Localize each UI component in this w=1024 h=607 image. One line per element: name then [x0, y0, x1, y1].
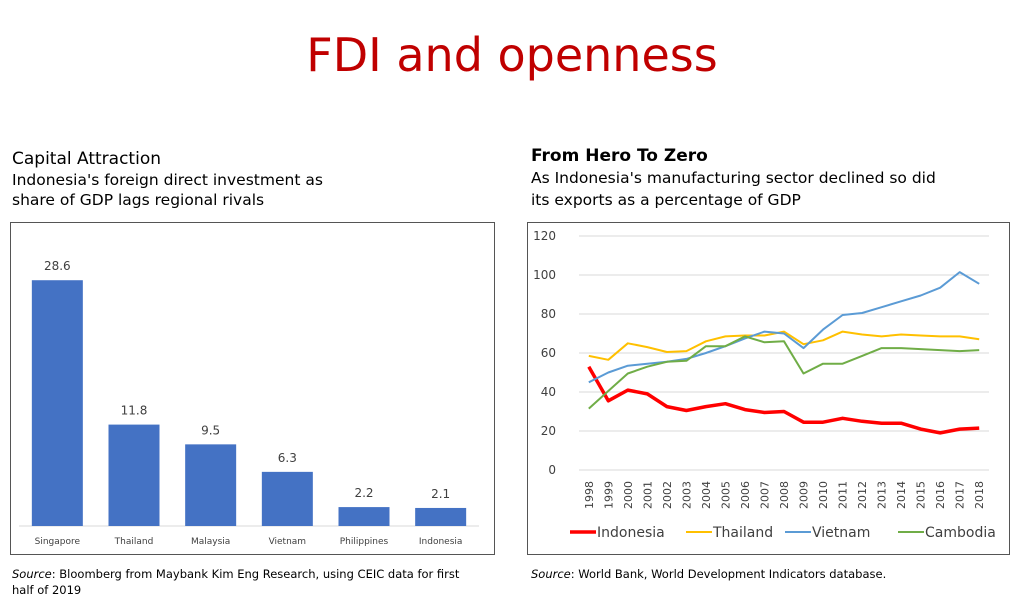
left-source-note: Source: Bloomberg from Maybank Kim Eng R…: [12, 566, 472, 598]
x-tick-label: 2012: [856, 481, 869, 509]
bar-data-label: 2.1: [431, 487, 450, 501]
bar-category-label: Malaysia: [191, 537, 230, 547]
bar-category-label: Indonesia: [419, 537, 463, 547]
x-tick-label: 2002: [661, 481, 674, 509]
bar-category-label: Thailand: [114, 537, 154, 547]
right-source-label: Source: [531, 567, 571, 581]
x-tick-label: 2011: [837, 481, 850, 509]
x-tick-label: 1998: [583, 481, 596, 509]
series-line-vietnam: [588, 271, 980, 384]
legend-label-cambodia: Cambodia: [925, 525, 996, 541]
x-tick-label: 2004: [700, 481, 713, 509]
y-tick-label: 120: [533, 229, 556, 243]
x-tick-label: 2009: [798, 481, 811, 509]
exports-line-chart: 0 20 40 60 80 100 120 1998 1999 2000 2001 2002 2003 2…: [533, 229, 996, 541]
y-tick-label: 100: [533, 268, 556, 282]
fdi-bar-chart: 28.6 Singapore 11.8 Thailand 9.5 Malaysia 6.3 V…: [19, 259, 479, 547]
left-chart-subtitle-line2: share of GDP lags regional rivals: [12, 191, 265, 209]
left-chart-subtitle-line1: Indonesia's foreign direct investment as: [12, 171, 323, 189]
slide-title: FDI and openness: [306, 28, 718, 82]
y-tick-label: 40: [541, 385, 556, 399]
bar-data-label: 28.6: [44, 259, 71, 273]
x-tick-label: 2017: [954, 481, 967, 509]
x-tick-label: 2013: [876, 481, 889, 509]
left-source-text: : Bloomberg from Maybank Kim Eng Researc…: [12, 567, 460, 597]
x-tick-label: 2000: [622, 481, 635, 509]
x-tick-label: 2015: [915, 481, 928, 509]
bar-category-label: Singapore: [35, 537, 81, 547]
right-source-note: Source: World Bank, World Development In…: [531, 566, 1011, 582]
right-chart-subtitle-line2: its exports as a percentage of GDP: [531, 191, 801, 209]
legend-label-vietnam: Vietnam: [812, 525, 870, 541]
bar-thailand: [108, 424, 160, 526]
bar-data-label: 11.8: [121, 404, 148, 418]
bar-data-label: 2.2: [354, 486, 373, 500]
y-tick-label: 60: [541, 346, 556, 360]
bar-data-label: 9.5: [201, 423, 220, 437]
legend-label-indonesia: Indonesia: [597, 525, 665, 541]
right-source-text: : World Bank, World Development Indicato…: [570, 567, 887, 581]
series-line-indonesia: [587, 365, 980, 435]
bar-category-label: Vietnam: [269, 537, 307, 547]
right-chart-header: From Hero To Zero As Indonesia's manufac…: [531, 145, 1011, 211]
x-tick-label: 2008: [778, 481, 791, 509]
y-tick-label: 0: [548, 463, 556, 477]
legend-label-thailand: Thailand: [712, 525, 773, 541]
x-tick-label: 2010: [817, 481, 830, 509]
x-tick-label: 2016: [934, 481, 947, 509]
left-chart-header: Capital Attraction Indonesia's foreign d…: [12, 148, 492, 210]
fdi-bar-chart-frame: 28.6 Singapore 11.8 Thailand 9.5 Malaysia 6.3 V…: [10, 222, 495, 555]
bar-vietnam: [261, 471, 313, 526]
left-source-label: Source: [12, 567, 52, 581]
bar-category-label: Philippines: [340, 537, 389, 547]
series-line-cambodia: [588, 335, 980, 410]
right-chart-subtitle-line1: As Indonesia's manufacturing sector decl…: [531, 169, 936, 187]
x-tick-label: 2001: [641, 481, 654, 509]
x-tick-label: 2018: [973, 481, 986, 509]
bar-data-label: 6.3: [278, 451, 297, 465]
series-line-thailand: [588, 330, 980, 361]
y-tick-label: 20: [541, 424, 556, 438]
bar-philippines: [338, 507, 390, 526]
y-tick-label: 80: [541, 307, 556, 321]
bar-malaysia: [185, 444, 237, 526]
x-tick-label: 2005: [719, 481, 732, 509]
x-tick-label: 2014: [895, 481, 908, 509]
x-tick-label: 2006: [739, 481, 752, 509]
exports-line-chart-frame: 0 20 40 60 80 100 120 1998 1999 2000 2001 2002 2003 2…: [527, 222, 1010, 555]
x-tick-label: 2003: [680, 481, 693, 509]
x-tick-label: 2007: [758, 481, 771, 509]
right-chart-title: From Hero To Zero: [531, 146, 708, 166]
left-chart-title: Capital Attraction: [12, 149, 161, 169]
bar-indonesia: [415, 507, 467, 526]
bar-singapore: [31, 280, 83, 526]
x-tick-label: 1999: [602, 481, 615, 509]
